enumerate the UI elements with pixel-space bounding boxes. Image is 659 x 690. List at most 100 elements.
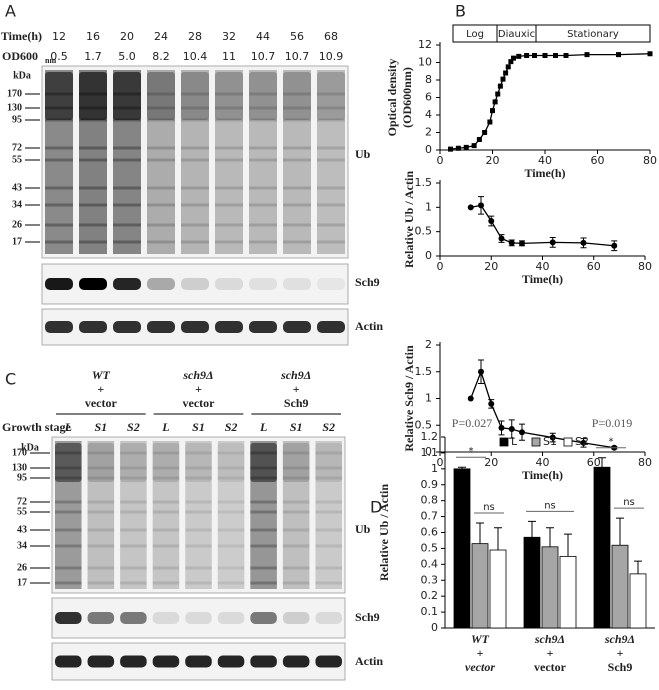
point	[580, 239, 587, 246]
significance-label: ns	[483, 502, 495, 513]
blot-band	[181, 186, 209, 190]
category-label: WT	[471, 632, 490, 646]
od-value: 5.0	[118, 50, 136, 63]
x-tick-label: 0	[437, 260, 444, 273]
blot-band	[152, 510, 180, 514]
blot-smear-top	[147, 72, 175, 120]
blot-band	[45, 240, 73, 244]
significance-label: *	[609, 437, 614, 448]
legend-label: S1	[543, 435, 557, 448]
od-value: 10.4	[183, 50, 208, 63]
od-label: OD600	[2, 49, 38, 63]
blot-band	[79, 92, 107, 96]
blot-label: Sch9	[355, 610, 380, 624]
blot-band	[249, 240, 277, 244]
blot-band	[315, 528, 342, 532]
category-label: +	[477, 646, 484, 660]
y-tick-label: 0.3	[421, 573, 439, 586]
blot-band	[283, 106, 311, 110]
blot-band	[217, 476, 245, 480]
point	[492, 99, 498, 105]
blot-band	[79, 186, 107, 190]
blot-band	[55, 566, 82, 570]
y-tick-label: 1	[425, 200, 432, 213]
blot-band	[113, 118, 141, 122]
blot-band	[113, 158, 141, 162]
blot-band	[120, 566, 147, 570]
blot-band	[147, 223, 175, 227]
blot-smear	[249, 70, 277, 254]
blot-band	[317, 240, 345, 244]
blot-band	[113, 203, 141, 207]
blot-band	[147, 321, 175, 333]
blot-band	[55, 510, 82, 514]
x-tick-label: 60	[591, 154, 605, 167]
point	[476, 137, 482, 142]
blot-band	[185, 510, 212, 514]
blot-band	[152, 528, 180, 532]
marker-label: 130	[12, 462, 27, 473]
bar	[523, 536, 541, 629]
time-value: 32	[222, 30, 236, 43]
blot-band	[45, 203, 73, 207]
blot-band	[315, 655, 342, 668]
p-value: P=0.019	[592, 416, 632, 430]
point	[488, 217, 495, 224]
blot-band	[79, 278, 107, 290]
od-subscript: nm	[45, 56, 56, 65]
blot-band	[147, 118, 175, 122]
x-axis-label: Time(h)	[524, 166, 565, 180]
od-value: 0.5	[50, 50, 68, 63]
blot-smear-top	[315, 443, 342, 482]
blot-band	[315, 566, 342, 570]
blot-label: Sch9	[355, 275, 380, 289]
blot-band	[317, 92, 345, 96]
y-tick-label: 2	[425, 126, 432, 139]
blot-smear-top	[283, 72, 311, 120]
point	[478, 202, 484, 209]
point	[549, 434, 556, 441]
error-bar	[528, 520, 536, 538]
point	[563, 53, 569, 58]
blot-band	[55, 544, 82, 548]
point	[616, 52, 621, 58]
blot-smear-top	[79, 72, 107, 120]
point	[471, 143, 477, 149]
point	[498, 424, 505, 431]
blot-band	[45, 118, 73, 122]
blot-smear-top	[185, 443, 212, 482]
panel-label: D	[370, 498, 382, 517]
blot-band	[217, 528, 245, 532]
blot-band	[283, 146, 311, 150]
stage: S2	[322, 420, 335, 434]
blot-band	[185, 451, 212, 455]
blot-band	[181, 158, 209, 162]
phase-label: Log	[466, 29, 484, 40]
genotype-label: sch9Δ	[182, 368, 213, 382]
x-tick-label: 0	[437, 456, 444, 469]
blot-band	[250, 500, 277, 504]
blot-band	[317, 146, 345, 150]
kda-label: kDa	[13, 70, 31, 81]
blot-band	[181, 240, 209, 244]
blot-smear	[120, 441, 147, 589]
blot-band	[249, 321, 277, 333]
y-tick-label: 0.9	[421, 478, 439, 491]
blot-band	[120, 500, 147, 504]
point	[448, 146, 453, 152]
blot-label: Ub	[355, 147, 371, 161]
bar	[593, 466, 611, 629]
blot-band	[147, 186, 175, 190]
blot-band	[55, 451, 82, 455]
category-label: vector	[534, 660, 567, 674]
blot-band	[147, 92, 175, 96]
y-tick-label: 0	[425, 143, 432, 156]
genotype-label: vector	[85, 396, 118, 410]
category-label: Sch9	[608, 660, 633, 674]
y-tick-label: 8	[425, 73, 432, 86]
blot-smear-top	[45, 72, 73, 120]
blot-band	[250, 476, 277, 480]
blot-band	[317, 203, 345, 207]
blot-band	[147, 240, 175, 244]
bar	[541, 546, 559, 629]
